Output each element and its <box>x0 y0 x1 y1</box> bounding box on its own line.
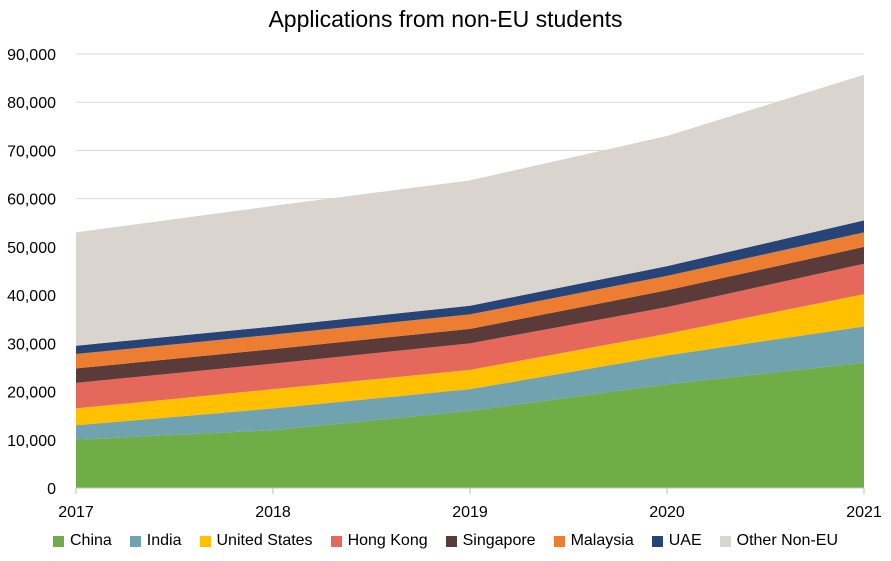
x-tick-label: 2017 <box>58 504 94 521</box>
y-tick-label: 50,000 <box>7 240 56 257</box>
y-tick-label: 10,000 <box>7 433 56 450</box>
legend-item-singapore: Singapore <box>445 532 536 550</box>
y-tick-label: 70,000 <box>7 143 56 160</box>
legend-swatch <box>129 535 141 547</box>
legend-item-other-non-eu: Other Non-EU <box>719 532 838 550</box>
chart-title: Applications from non-EU students <box>268 6 623 32</box>
legend-label: United States <box>216 532 313 549</box>
legend-label: India <box>146 532 182 549</box>
y-tick-label: 0 <box>47 481 56 498</box>
x-tick-label: 2020 <box>649 504 685 521</box>
legend-swatch <box>330 535 342 547</box>
area-united-states <box>76 294 864 426</box>
legend-swatch <box>651 535 663 547</box>
legend-item-china: China <box>52 532 112 550</box>
y-tick-label: 90,000 <box>7 47 56 64</box>
x-tick-label: 2019 <box>452 504 488 521</box>
y-tick-label: 40,000 <box>7 288 56 305</box>
x-tick-labels: 2017 2018 2019 2020 2021 <box>58 504 882 521</box>
y-tick-labels: 0 10,000 20,000 30,000 40,000 50,000 60,000 70,… <box>7 47 56 498</box>
legend-swatch <box>719 535 731 547</box>
area-hong-kong <box>76 263 864 409</box>
axes <box>75 487 865 494</box>
legend-swatch <box>445 535 457 547</box>
y-tick-label: 20,000 <box>7 385 56 402</box>
legend-swatch <box>52 535 64 547</box>
y-tick-label: 30,000 <box>7 336 56 353</box>
legend-item-malaysia: Malaysia <box>553 532 634 550</box>
area-china <box>76 362 864 488</box>
y-tick-label: 60,000 <box>7 192 56 209</box>
legend-label: UAE <box>668 532 702 549</box>
x-tick-label: 2018 <box>255 504 291 521</box>
area-india <box>76 326 864 440</box>
legend: China India United States Hong Kong Singapor… <box>0 532 891 550</box>
legend-label: Singapore <box>462 532 536 549</box>
area-malaysia <box>76 232 864 369</box>
legend-item-uae: UAE <box>651 532 702 550</box>
area-other-non-eu <box>76 74 864 346</box>
legend-label: Hong Kong <box>347 532 428 549</box>
legend-label: China <box>69 532 112 549</box>
series-areas <box>76 74 864 488</box>
legend-item-india: India <box>129 532 182 550</box>
legend-item-hong-kong: Hong Kong <box>330 532 428 550</box>
y-tick-label: 80,000 <box>7 95 56 112</box>
legend-label: Malaysia <box>570 532 634 549</box>
legend-swatch <box>553 535 565 547</box>
legend-swatch <box>199 535 211 547</box>
x-tick-label: 2021 <box>846 504 882 521</box>
legend-item-united-states: United States <box>199 532 313 550</box>
area-uae <box>76 220 864 354</box>
legend-label: Other Non-EU <box>736 532 838 549</box>
area-singapore <box>76 246 864 383</box>
